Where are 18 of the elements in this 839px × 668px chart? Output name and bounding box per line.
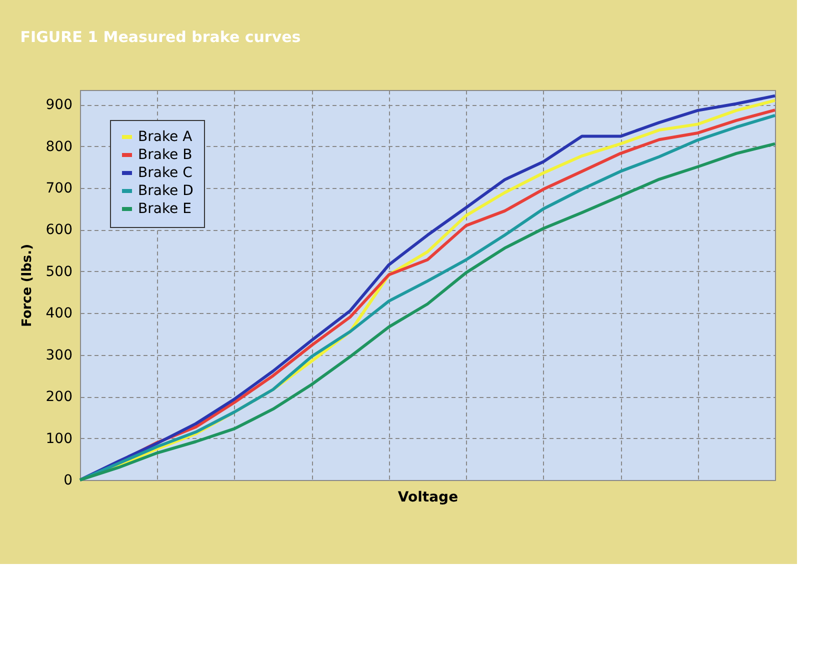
legend-label: Brake C [138,165,193,181]
y-tick-label: 100 [46,430,72,447]
y-tick-label: 200 [46,389,72,406]
y-tick-label: 600 [46,222,72,238]
chart-title: FIGURE 1 Measured brake curves [20,28,301,46]
y-tick-label: 300 [46,347,72,364]
legend-label: Brake E [138,201,192,217]
y-tick-label: 900 [46,97,72,114]
y-tick-label: 400 [46,306,72,322]
y-axis-title: Force (lbs.) [20,244,35,328]
legend-label: Brake B [138,147,192,163]
legend-label: Brake D [138,183,194,199]
x-axis-title: Voltage [398,490,458,506]
legend-label: Brake A [138,129,193,145]
y-tick-label: 0 [64,472,72,488]
y-tick-label: 700 [46,180,72,197]
y-tick-label: 800 [46,138,72,155]
y-tick-label: 500 [46,264,72,280]
